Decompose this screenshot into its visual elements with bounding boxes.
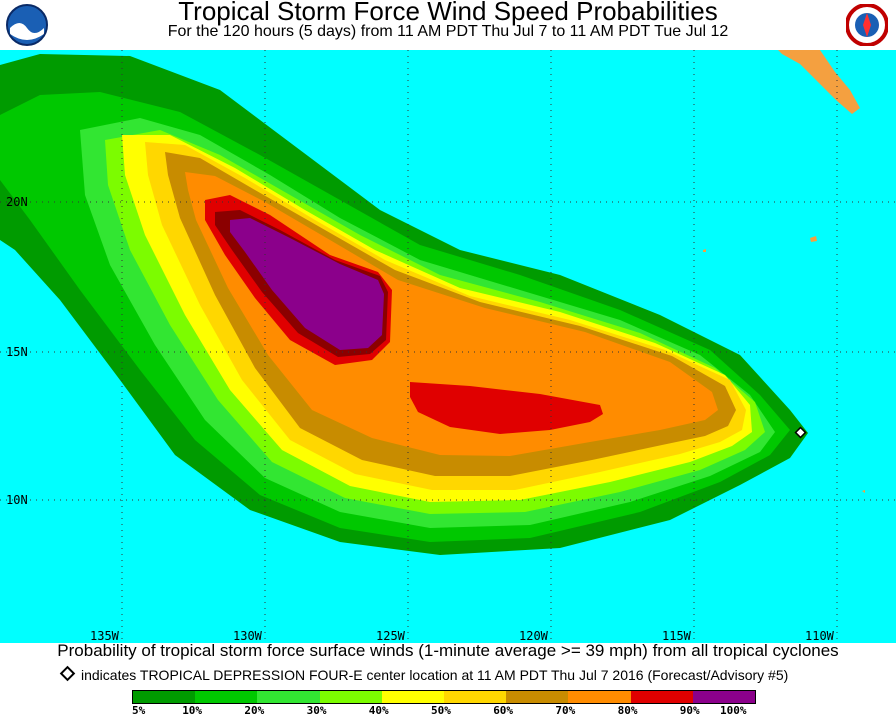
legend-swatch (692, 691, 756, 703)
legend-swatch (133, 691, 196, 703)
lat-label-15n: 15N (6, 345, 28, 359)
page-title: Tropical Storm Force Wind Speed Probabil… (178, 0, 718, 26)
probability-contours (0, 54, 808, 555)
contour-80-south (410, 382, 603, 434)
legend-labels: 5% 10% 20% 30% 40% 50% 60% 70% 80% 90% 100% (0, 704, 896, 717)
page-subtitle: For the 120 hours (5 days) from 11 AM PD… (167, 23, 729, 40)
lon-label-130w: 130W (233, 629, 263, 643)
legend-label: 90% (679, 704, 700, 717)
probability-map: 20N 15N 10N 135W 130W 125W 120W 115W 110… (0, 50, 896, 643)
legend-swatch (630, 691, 693, 703)
lon-label-135w: 135W (90, 629, 120, 643)
storm-center-note-text: indicates TROPICAL DEPRESSION FOUR-E cen… (81, 667, 789, 683)
lon-label-110w: 110W (805, 629, 835, 643)
legend-swatch (195, 691, 258, 703)
contour-100 (230, 218, 384, 350)
island (810, 236, 817, 242)
legend-swatch (568, 691, 631, 703)
legend-label: 40% (368, 704, 389, 717)
lat-label-20n: 20N (6, 195, 28, 209)
lon-label-115w: 115W (662, 629, 692, 643)
diamond-icon (59, 665, 76, 682)
legend-swatch (257, 691, 320, 703)
header: Tropical Storm Force Wind Speed Probabil… (0, 0, 896, 50)
legend-label: 5% (132, 704, 146, 717)
storm-center-marker (794, 426, 807, 439)
nws-logo (845, 3, 889, 47)
legend-label: 100% (720, 704, 747, 717)
legend-label: 50% (431, 704, 451, 717)
legend-label: 80% (617, 704, 638, 717)
legend-label: 70% (555, 704, 576, 717)
legend-swatch (444, 691, 507, 703)
lon-label-125w: 125W (376, 629, 406, 643)
lon-label-120w: 120W (519, 629, 549, 643)
legend-label: 10% (182, 704, 203, 717)
legend-label: 20% (244, 704, 265, 717)
island (703, 249, 706, 252)
legend-label: 30% (306, 704, 327, 717)
baja-california-land (778, 50, 860, 114)
legend-swatch (506, 691, 569, 703)
noaa-logo (6, 4, 48, 46)
map-caption: Probability of tropical storm force surf… (57, 641, 839, 660)
legend-label: 60% (493, 704, 514, 717)
color-legend (132, 690, 756, 704)
legend-swatch (319, 691, 382, 703)
island (862, 490, 865, 493)
legend-swatch (381, 691, 445, 703)
storm-center-note: indicates TROPICAL DEPRESSION FOUR-E cen… (59, 665, 789, 683)
contour-70 (185, 172, 718, 456)
lat-label-10n: 10N (6, 493, 28, 507)
